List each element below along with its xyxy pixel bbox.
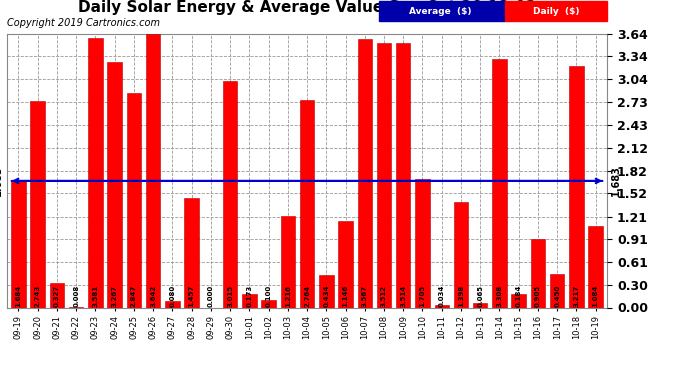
Bar [319,275,333,308]
Text: 2.847: 2.847 [131,285,137,307]
Text: 0.450: 0.450 [554,285,560,307]
Bar [454,202,469,308]
Bar [88,38,103,308]
Bar [377,44,391,308]
Text: 1.684: 1.684 [15,285,21,307]
Text: 1.457: 1.457 [188,285,195,307]
Text: 0.100: 0.100 [266,285,272,307]
Text: 3.267: 3.267 [112,285,118,307]
Text: 3.512: 3.512 [381,285,387,307]
Bar [396,43,411,308]
Bar [50,283,64,308]
Bar [589,226,603,308]
Text: 0.173: 0.173 [246,285,253,307]
FancyBboxPatch shape [504,1,607,21]
Text: 1.683: 1.683 [611,165,621,196]
Text: 0.327: 0.327 [54,285,60,307]
Bar [569,66,584,308]
Text: 1.084: 1.084 [593,284,599,307]
Bar [262,300,276,307]
Text: 3.015: 3.015 [227,285,233,307]
Bar [300,100,314,308]
Bar [69,307,83,308]
Text: 3.581: 3.581 [92,285,99,307]
Text: 0.080: 0.080 [169,285,175,307]
Bar [435,305,449,308]
Text: 3.514: 3.514 [400,285,406,307]
Text: 3.642: 3.642 [150,285,156,307]
Bar [165,302,179,307]
Bar [473,303,487,307]
Bar [223,81,237,308]
Bar [415,179,430,308]
Text: 3.308: 3.308 [496,285,502,307]
Text: 0.034: 0.034 [439,284,445,307]
Text: 1.216: 1.216 [285,285,290,307]
Text: Copyright 2019 Cartronics.com: Copyright 2019 Cartronics.com [7,18,160,28]
Bar [127,93,141,308]
Bar [357,39,372,308]
Text: 1.705: 1.705 [420,285,426,307]
Text: 1.683: 1.683 [0,165,3,196]
Text: 0.434: 0.434 [324,284,329,307]
Bar [511,294,526,308]
Text: Average  ($): Average ($) [409,7,472,16]
Text: Daily Solar Energy & Average Value Sun Oct 20 18:02: Daily Solar Energy & Average Value Sun O… [78,0,536,15]
Text: Daily  ($): Daily ($) [533,7,579,16]
Text: 0.065: 0.065 [477,285,483,307]
Text: 2.764: 2.764 [304,285,310,307]
Text: 2.743: 2.743 [34,285,41,307]
Bar [11,181,26,308]
Bar [281,216,295,308]
Bar [550,274,564,308]
Text: 3.567: 3.567 [362,285,368,307]
Bar [30,101,45,308]
Bar [531,240,545,308]
Text: 0.184: 0.184 [515,284,522,307]
Bar [146,34,160,308]
Bar [338,221,353,308]
Text: 3.217: 3.217 [573,285,580,307]
Text: 0.905: 0.905 [535,285,541,307]
Bar [108,62,122,308]
Bar [184,198,199,308]
Bar [492,59,506,308]
Bar [242,294,257,307]
Text: 0.000: 0.000 [208,285,214,307]
Text: 0.008: 0.008 [73,285,79,307]
Text: 1.398: 1.398 [458,285,464,307]
Text: 1.146: 1.146 [342,285,348,307]
FancyBboxPatch shape [379,1,504,21]
